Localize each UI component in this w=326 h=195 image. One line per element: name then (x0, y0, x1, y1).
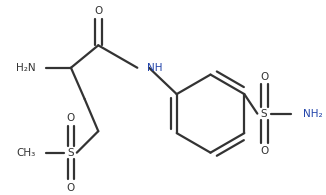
Text: O: O (260, 72, 268, 82)
Text: S: S (261, 109, 267, 119)
Text: O: O (260, 146, 268, 156)
Text: S: S (67, 148, 74, 158)
Text: H₂N: H₂N (16, 63, 36, 73)
Text: O: O (94, 6, 102, 16)
Text: NH: NH (147, 63, 163, 73)
Text: O: O (67, 183, 75, 193)
Text: NH₂: NH₂ (303, 109, 323, 119)
Text: CH₃: CH₃ (17, 148, 36, 158)
Text: O: O (67, 113, 75, 122)
